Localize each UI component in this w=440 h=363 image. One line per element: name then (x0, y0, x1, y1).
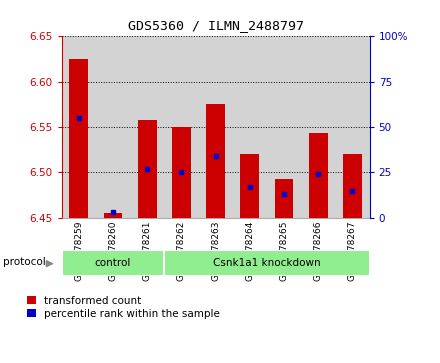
Bar (96, 36, 130, 218)
Bar (233, 36, 267, 218)
Bar (130, 36, 164, 218)
Bar (343, 154, 362, 218)
Bar (267, 36, 301, 218)
Bar (70, 59, 88, 218)
Text: Csnk1a1 knockdown: Csnk1a1 knockdown (213, 258, 321, 268)
Bar (62, 36, 96, 218)
Bar (198, 36, 233, 218)
Bar (335, 36, 370, 218)
Title: GDS5360 / ILMN_2488797: GDS5360 / ILMN_2488797 (128, 19, 304, 32)
Legend: transformed count, percentile rank within the sample: transformed count, percentile rank withi… (27, 295, 220, 319)
Text: control: control (95, 258, 131, 268)
Bar (172, 127, 191, 218)
Bar (309, 133, 328, 218)
Bar (301, 36, 335, 218)
Bar (206, 104, 225, 218)
Bar (164, 250, 370, 276)
Bar (138, 120, 157, 218)
Bar (240, 154, 259, 218)
Bar (164, 36, 198, 218)
Bar (275, 179, 293, 218)
Bar (103, 213, 122, 218)
Bar (62, 250, 164, 276)
Text: protocol: protocol (3, 257, 46, 267)
